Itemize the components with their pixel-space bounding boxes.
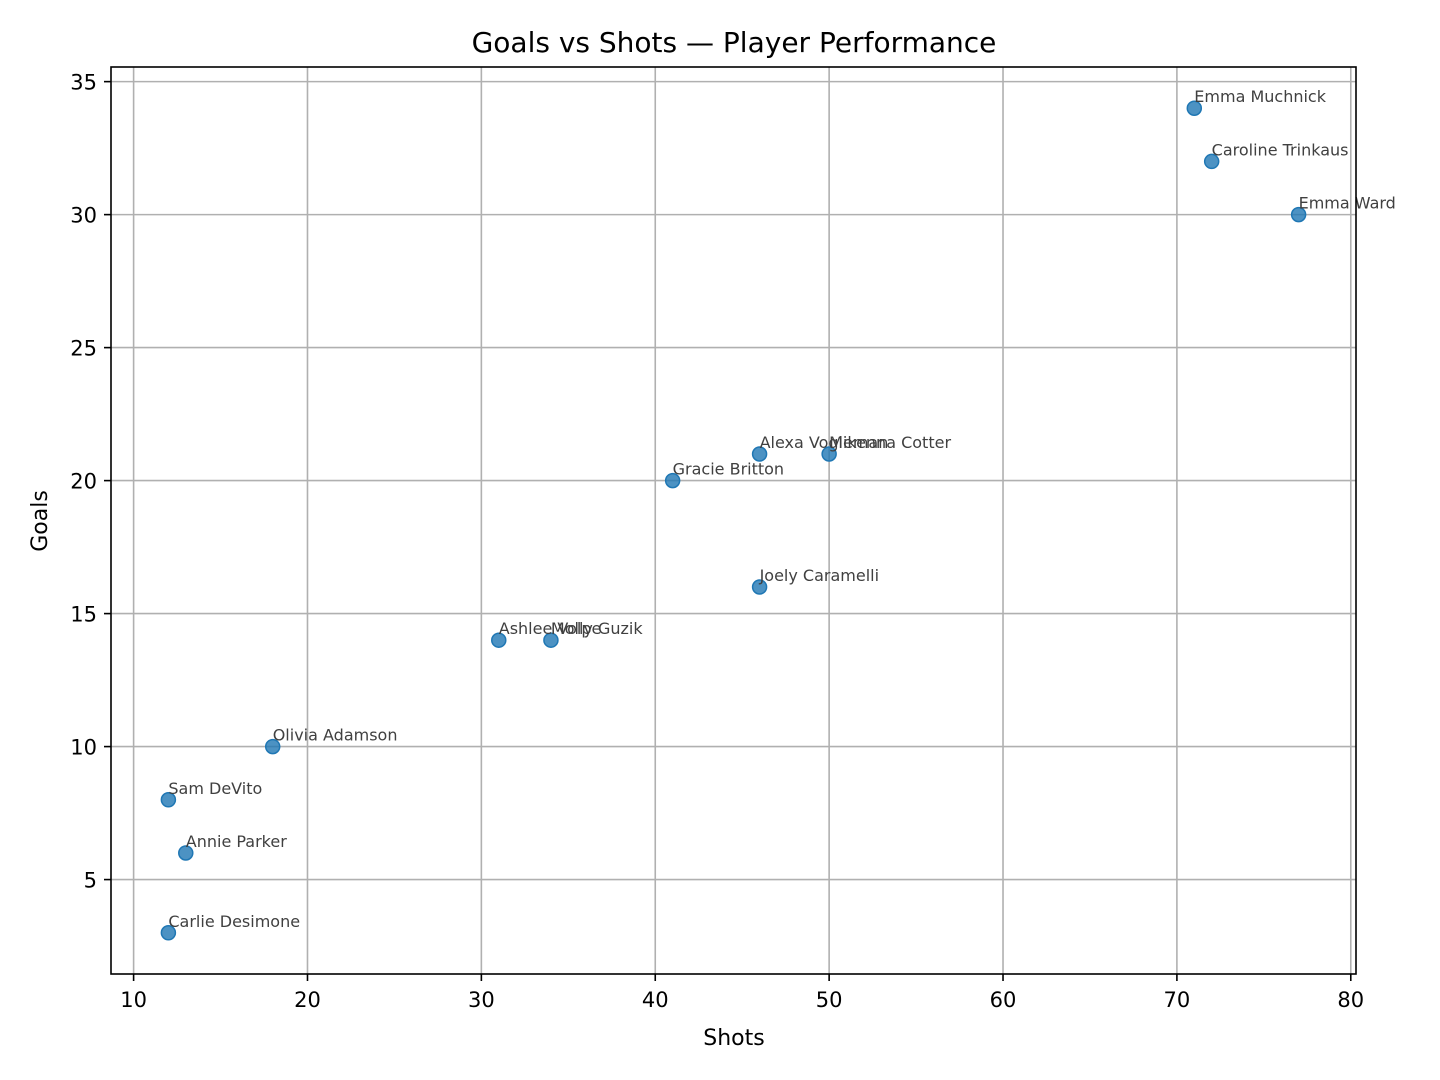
plot-frame [110, 66, 1357, 975]
y-tick-label: 25 [70, 337, 97, 361]
point-label: Sam DeVito [168, 779, 262, 798]
data-points [160, 100, 1307, 941]
data-point [821, 446, 837, 462]
y-tick-label: 35 [70, 71, 97, 95]
point-label: Annie Parker [186, 832, 287, 851]
point-label: Olivia Adamson [273, 726, 398, 745]
point-label: Emma Ward [1299, 194, 1396, 213]
data-point [751, 579, 768, 595]
data-point [543, 632, 559, 648]
point-label: Caroline Trinkaus [1212, 140, 1349, 159]
x-tick-label: 40 [642, 988, 669, 1012]
x-tick-label: 60 [990, 988, 1017, 1012]
data-point [1290, 206, 1307, 223]
point-label: Mikenna Cotter [829, 433, 951, 452]
point-label: Emma Muchnick [1194, 87, 1326, 106]
y-tick-label: 30 [70, 204, 97, 228]
x-tick-label: 20 [294, 988, 321, 1012]
grid [111, 67, 1356, 974]
point-label: Molly Guzik [551, 619, 643, 638]
x-tick-label: 80 [1337, 988, 1364, 1012]
y-tick-label: 10 [70, 736, 97, 760]
point-labels: Emma Muchnick Caroline Trinkaus Emma Ward A… [168, 87, 1395, 931]
x-axis-label: Shots [703, 1026, 764, 1051]
data-point [264, 738, 281, 755]
data-point [1186, 100, 1203, 116]
data-point [1203, 153, 1220, 170]
data-point [160, 792, 177, 808]
point-label: Ashlee Volpe [499, 619, 602, 638]
y-tick-label: 15 [70, 603, 97, 627]
point-label: Carlie Desimone [168, 912, 300, 931]
data-point [178, 845, 194, 861]
x-tick-label: 10 [120, 988, 147, 1012]
data-point [491, 632, 507, 648]
point-label: Gracie Britton [673, 460, 784, 479]
y-tick-label: 20 [70, 470, 97, 494]
data-point [664, 472, 681, 489]
y-axis-label: Goals [28, 490, 53, 552]
x-tick-label: 70 [1164, 988, 1191, 1012]
data-point [160, 925, 177, 941]
x-tick-label: 30 [468, 988, 495, 1012]
ticks: 10 20 30 40 50 60 70 80 5 10 15 20 25 30 35 [70, 71, 1364, 1012]
y-tick-label: 5 [84, 869, 97, 893]
chart-title: Goals vs Shots — Player Performance [472, 26, 997, 59]
data-point [751, 446, 768, 462]
x-tick-label: 50 [816, 988, 843, 1012]
point-label: Joely Caramelli [759, 566, 879, 585]
point-label: Alexa Vogleman [760, 433, 889, 452]
